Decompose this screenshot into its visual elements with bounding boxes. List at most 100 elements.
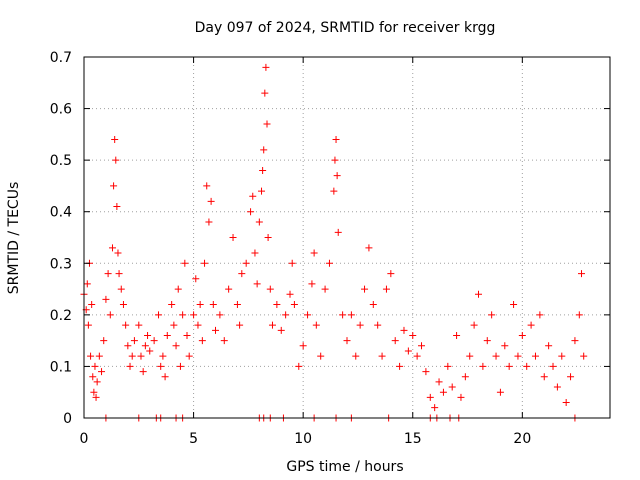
data-point bbox=[113, 203, 121, 211]
data-point bbox=[317, 352, 325, 360]
data-point bbox=[299, 342, 307, 350]
data-point bbox=[196, 301, 204, 309]
data-point bbox=[92, 393, 100, 401]
data-point bbox=[209, 301, 217, 309]
points-layer bbox=[80, 63, 588, 412]
data-point bbox=[168, 301, 176, 309]
data-point bbox=[89, 373, 97, 381]
data-point bbox=[87, 352, 95, 360]
data-point bbox=[339, 311, 347, 319]
data-point bbox=[216, 311, 224, 319]
data-point bbox=[332, 136, 340, 144]
data-point bbox=[90, 388, 98, 396]
data-point bbox=[356, 321, 364, 329]
data-point bbox=[475, 290, 482, 298]
data-point bbox=[163, 331, 171, 339]
data-point bbox=[457, 393, 465, 401]
data-point bbox=[102, 295, 110, 303]
y-axis-label: SRMTID / TECUs bbox=[6, 182, 22, 295]
x-tick-label: 0 bbox=[80, 431, 89, 447]
data-point bbox=[262, 63, 270, 71]
data-point bbox=[431, 404, 439, 412]
data-point bbox=[263, 120, 271, 128]
data-point bbox=[286, 290, 294, 298]
data-point bbox=[185, 352, 193, 360]
data-point bbox=[453, 331, 461, 339]
data-point bbox=[558, 352, 566, 360]
data-point bbox=[288, 259, 296, 267]
data-point bbox=[321, 285, 329, 293]
data-point bbox=[295, 362, 303, 370]
data-point bbox=[255, 218, 263, 226]
data-point bbox=[418, 342, 426, 350]
data-point bbox=[361, 285, 369, 293]
data-point bbox=[567, 373, 575, 381]
data-point bbox=[413, 352, 421, 360]
data-point bbox=[114, 249, 122, 257]
data-point bbox=[161, 373, 169, 381]
data-point bbox=[382, 285, 390, 293]
data-point bbox=[260, 146, 268, 154]
data-point bbox=[236, 321, 244, 329]
data-point bbox=[510, 301, 518, 309]
y-tick-label: 0.6 bbox=[50, 102, 72, 118]
data-point bbox=[496, 388, 504, 396]
data-point bbox=[220, 337, 228, 345]
data-point bbox=[492, 352, 500, 360]
data-point bbox=[426, 393, 434, 401]
data-point bbox=[562, 399, 570, 407]
data-point bbox=[225, 285, 233, 293]
data-point bbox=[83, 280, 91, 288]
y-tick-label: 0.4 bbox=[50, 205, 72, 221]
x-tick-label: 15 bbox=[404, 431, 422, 447]
data-point bbox=[580, 352, 588, 360]
data-point bbox=[201, 259, 209, 267]
data-point bbox=[111, 136, 119, 144]
data-point bbox=[404, 347, 412, 355]
data-point bbox=[334, 228, 342, 236]
data-point bbox=[205, 218, 213, 226]
data-point bbox=[104, 270, 112, 278]
data-point bbox=[242, 259, 250, 267]
data-point bbox=[304, 311, 312, 319]
x-tick-label: 10 bbox=[294, 431, 312, 447]
data-point bbox=[378, 352, 386, 360]
data-point bbox=[352, 352, 360, 360]
grid-layer bbox=[84, 57, 610, 418]
data-point bbox=[100, 337, 108, 345]
x-axis-label: GPS time / hours bbox=[286, 459, 403, 475]
data-point bbox=[179, 311, 187, 319]
data-point bbox=[130, 337, 138, 345]
data-point bbox=[98, 368, 106, 376]
data-point bbox=[137, 352, 145, 360]
data-point bbox=[331, 156, 339, 164]
data-point bbox=[310, 249, 318, 257]
data-point bbox=[115, 270, 123, 278]
data-point bbox=[369, 301, 377, 309]
data-point bbox=[444, 362, 452, 370]
data-point bbox=[461, 373, 469, 381]
data-point bbox=[95, 352, 103, 360]
data-point bbox=[124, 342, 132, 350]
data-point bbox=[268, 321, 276, 329]
x-tick-label: 20 bbox=[513, 431, 531, 447]
data-point bbox=[141, 342, 149, 350]
data-point bbox=[264, 234, 272, 241]
data-point bbox=[518, 331, 526, 339]
data-point bbox=[181, 259, 189, 267]
data-point bbox=[144, 331, 152, 339]
data-point bbox=[258, 187, 266, 195]
data-point bbox=[207, 197, 215, 205]
data-point bbox=[122, 321, 130, 329]
data-point bbox=[155, 311, 163, 319]
data-point bbox=[549, 362, 557, 370]
plot-frame bbox=[83, 56, 611, 419]
data-point bbox=[290, 301, 298, 309]
data-point bbox=[347, 311, 355, 319]
data-point bbox=[553, 383, 561, 391]
ticks-layer: 0 0.1 0.2 0.3 0.4 0.5 0.6 0.7 0 5 10 15 20 bbox=[50, 50, 610, 447]
y-tick-label: 0.1 bbox=[50, 359, 72, 375]
data-point bbox=[93, 378, 101, 386]
data-point bbox=[308, 280, 316, 288]
